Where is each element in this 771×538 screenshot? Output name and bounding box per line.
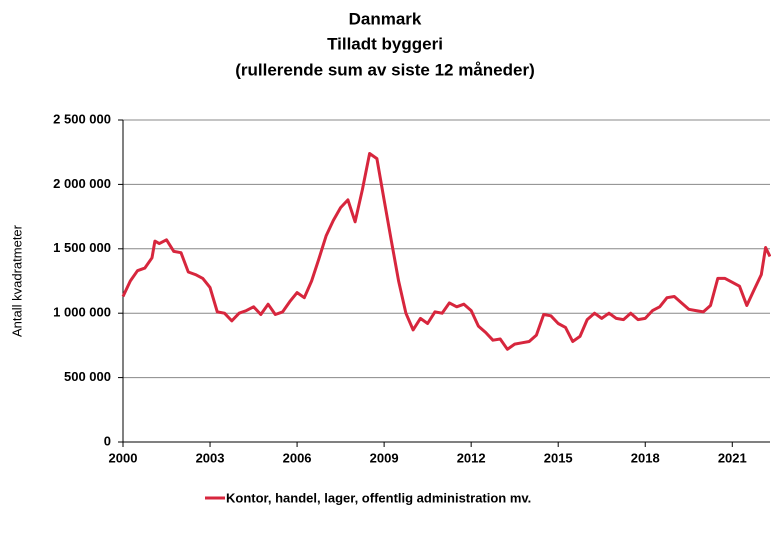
chart-subtitle: (rullerende sum av siste 12 måneder) <box>235 60 535 79</box>
x-tick-label: 2018 <box>631 450 660 465</box>
legend-label: Kontor, handel, lager, offentlig adminis… <box>226 490 531 505</box>
x-tick-label: 2021 <box>718 450 747 465</box>
chart-title: Danmark <box>349 9 422 28</box>
y-tick-label: 500 000 <box>64 369 111 384</box>
x-tick-label: 2003 <box>196 450 225 465</box>
x-tick-label: 2006 <box>283 450 312 465</box>
y-tick-label: 2 500 000 <box>53 111 111 126</box>
y-tick-label: 1 500 000 <box>53 240 111 255</box>
x-tick-label: 2000 <box>109 450 138 465</box>
y-tick-label: 1 000 000 <box>53 305 111 320</box>
y-axis-label: Antall kvadratmeter <box>9 224 24 337</box>
x-tick-label: 2015 <box>544 450 573 465</box>
chart-subtitle: Tilladt byggeri <box>327 34 443 53</box>
y-tick-label: 0 <box>104 433 111 448</box>
y-tick-label: 2 000 000 <box>53 176 111 191</box>
x-tick-label: 2009 <box>370 450 399 465</box>
data-line <box>121 152 771 351</box>
x-tick-label: 2012 <box>457 450 486 465</box>
